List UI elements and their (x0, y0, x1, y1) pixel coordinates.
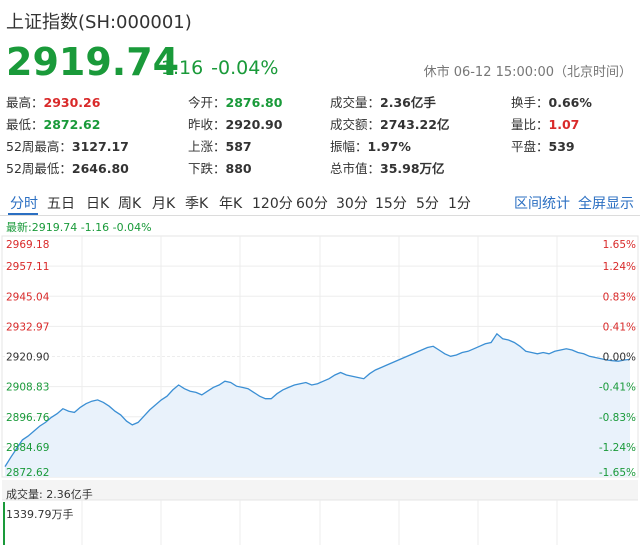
pct-tick-label: 0.00% (603, 352, 636, 364)
stat-52w-high-value: 3127.17 (71, 139, 129, 154)
stat-high: 最高：2930.26 (6, 95, 101, 110)
stat-down: 下跌：880 (188, 161, 252, 176)
y-tick-label: 2896.76 (6, 412, 50, 424)
stat-flat: 平盘：539 (511, 139, 575, 154)
tab-120min[interactable]: 120分 (252, 196, 293, 212)
stock-title: 上证指数(SH:000001) (6, 12, 192, 33)
stat-52w-low: 52周最低：2646.80 (6, 161, 129, 176)
change-percent: -0.04% (211, 57, 279, 79)
tab-quarterly-k[interactable]: 季K (185, 196, 209, 212)
stat-volume-ratio: 量比：1.07 (511, 117, 580, 132)
stat-down-value: 880 (225, 161, 252, 176)
tab-weekly-k[interactable]: 周K (118, 196, 142, 212)
tab-yearly-k[interactable]: 年K (219, 196, 243, 212)
stat-amount: 成交额：2743.22亿 (330, 117, 450, 132)
y-tick-label: 2932.97 (6, 321, 49, 333)
pct-tick-label: -1.24% (599, 442, 636, 454)
stat-low: 最低：2872.62 (6, 117, 101, 132)
stat-turnover: 换手：0.66% (511, 95, 592, 110)
volume-header-band (2, 480, 638, 500)
stat-high-value: 2930.26 (43, 95, 101, 110)
price-change: -1.16 -0.04% (154, 57, 278, 79)
change-value: -1.16 (154, 57, 204, 79)
pct-tick-label: 0.83% (603, 291, 636, 303)
stat-turnover-value: 0.66% (548, 95, 592, 110)
stat-open: 今开：2876.80 (188, 95, 283, 110)
price-line (4, 332, 631, 467)
stat-amplitude: 振幅：1.97% (330, 139, 411, 154)
stat-volume-ratio-value: 1.07 (548, 117, 580, 132)
y-tick-label: 2884.69 (6, 442, 49, 454)
pct-tick-label: -0.41% (599, 382, 636, 394)
stat-volume-value: 2.36亿手 (380, 95, 436, 110)
tab-intraday[interactable]: 分时 (10, 196, 38, 212)
stat-amplitude-value: 1.97% (367, 139, 411, 154)
stat-up-value: 587 (225, 139, 252, 154)
pct-tick-label: -1.65% (599, 467, 636, 479)
pct-tick-label: 0.41% (603, 321, 636, 333)
latest-price-line: 最新:2919.74 -1.16 -0.04% (6, 221, 152, 234)
current-price: 2919.74 (6, 40, 180, 84)
tab-five-day[interactable]: 五日 (47, 196, 75, 212)
chart-tabs: 分时 五日 日K 周K 月K 季K 年K 120分 60分 30分 15分 5分… (0, 188, 640, 216)
stat-52w-low-value: 2646.80 (71, 161, 129, 176)
y-tick-label: 2920.90 (6, 352, 49, 364)
tab-5min[interactable]: 5分 (416, 196, 439, 212)
y-tick-label: 2872.62 (6, 467, 49, 479)
stat-up: 上涨：587 (188, 139, 252, 154)
active-tab-indicator (8, 213, 38, 215)
price-area (5, 333, 630, 477)
stat-flat-value: 539 (548, 139, 575, 154)
stat-prev-close: 昨收：2920.90 (188, 117, 283, 132)
pct-tick-label: 1.24% (603, 261, 636, 273)
tab-60min[interactable]: 60分 (296, 196, 328, 212)
stat-amount-value: 2743.22亿 (380, 117, 450, 132)
stat-market-cap-value: 35.98万亿 (380, 161, 445, 176)
y-tick-label: 2908.83 (6, 382, 49, 394)
y-tick-label: 2957.11 (6, 261, 49, 273)
range-stats-link[interactable]: 区间统计 (514, 196, 570, 212)
stat-volume: 成交量：2.36亿手 (330, 95, 436, 110)
tab-monthly-k[interactable]: 月K (152, 196, 176, 212)
tab-1min[interactable]: 1分 (448, 196, 471, 212)
y-tick-label: 2945.04 (6, 291, 50, 303)
fullscreen-link[interactable]: 全屏显示 (578, 196, 634, 212)
pct-tick-label: 1.65% (603, 239, 636, 251)
stat-open-value: 2876.80 (225, 95, 283, 110)
volume-label: 成交量: 2.36亿手 (6, 488, 93, 501)
stat-market-cap: 总市值：35.98万亿 (330, 161, 445, 176)
tab-daily-k[interactable]: 日K (86, 196, 110, 212)
stat-prev-close-value: 2920.90 (225, 117, 283, 132)
market-status: 休市 06-12 15:00:00（北京时间） (423, 65, 632, 80)
stat-52w-high: 52周最高：3127.17 (6, 139, 129, 154)
tab-15min[interactable]: 15分 (375, 196, 407, 212)
tab-30min[interactable]: 30分 (336, 196, 368, 212)
stat-low-value: 2872.62 (43, 117, 101, 132)
pct-tick-label: -0.83% (599, 412, 636, 424)
volume-max-label: 1339.79万手 (6, 508, 74, 521)
y-tick-label: 2969.18 (6, 239, 49, 251)
